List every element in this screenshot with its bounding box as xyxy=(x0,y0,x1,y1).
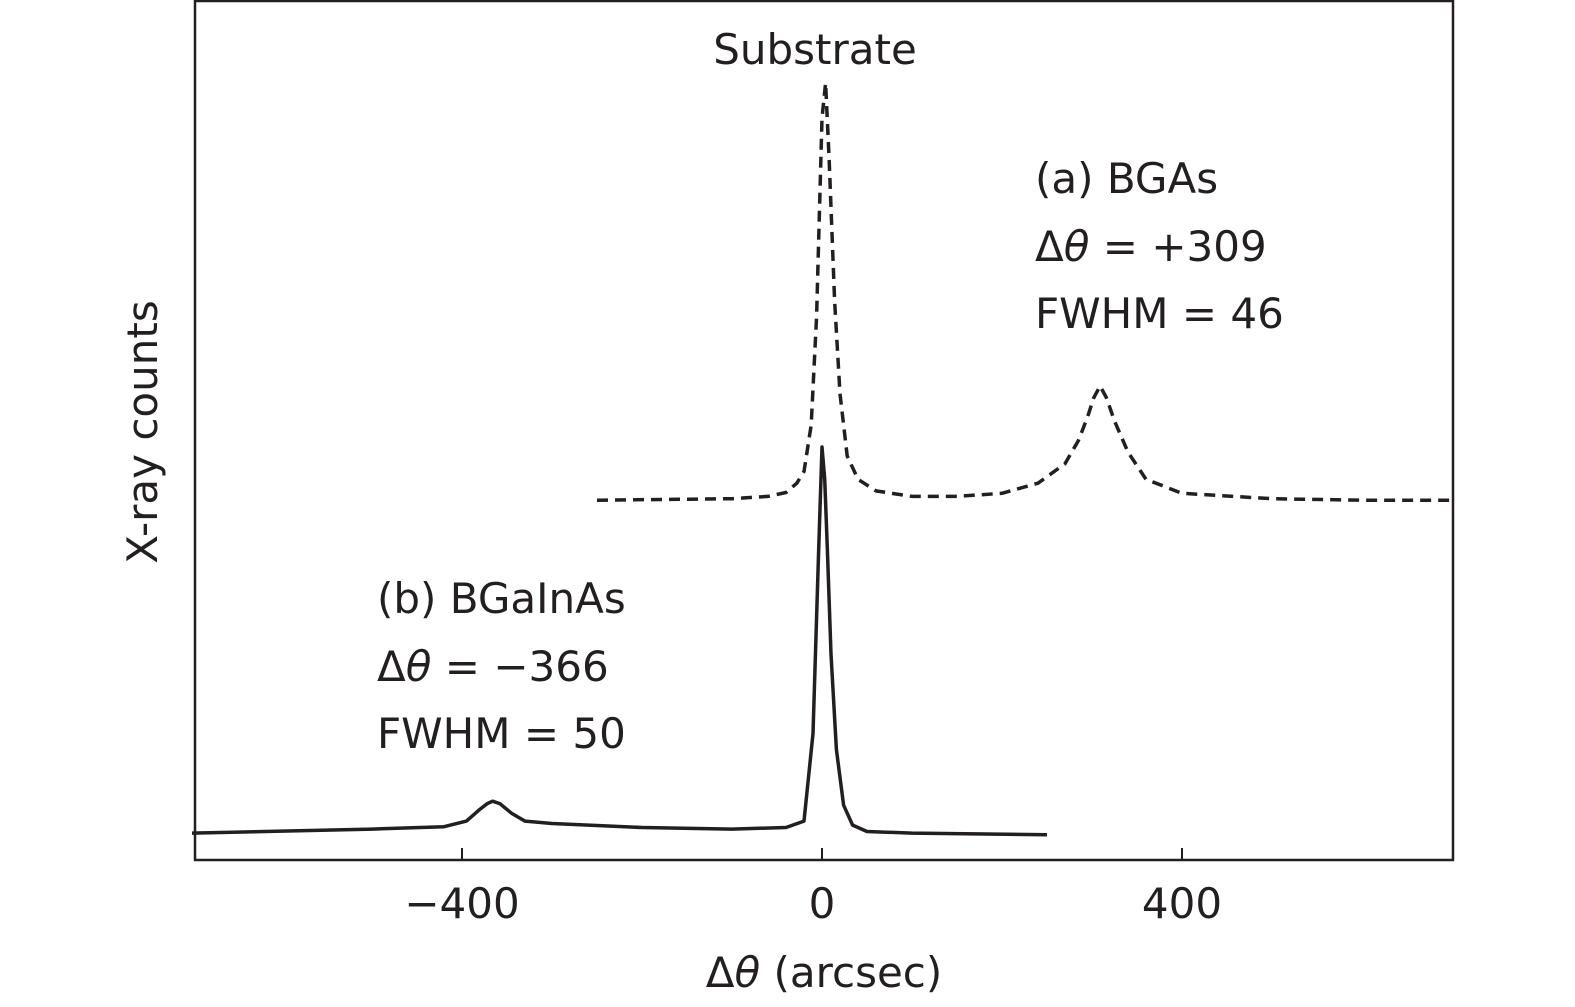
x-axis-label-unit: (arcsec) xyxy=(760,948,942,997)
x-axis-label: Δθ (arcsec) xyxy=(706,948,943,997)
annotation-b-name: (b) BGaInAs xyxy=(377,574,626,623)
annotation-a-delta: Δ xyxy=(1035,222,1064,271)
annotation-b-fwhm: FWHM = 50 xyxy=(377,709,626,758)
series-a-bgas-line xyxy=(596,81,1452,502)
annotation-a-shift: Δθ = +309 xyxy=(1035,222,1267,271)
y-axis-label: X-ray counts xyxy=(118,300,167,563)
x-axis-label-theta: θ xyxy=(734,948,760,997)
x-axis-label-delta: Δ xyxy=(706,948,735,997)
annotation-b-shift: Δθ = −366 xyxy=(377,642,609,691)
x-tick-group: −400 0 400 xyxy=(404,848,1222,928)
annotation-a-shift-value: = +309 xyxy=(1089,222,1266,271)
plot-frame xyxy=(193,0,1455,862)
annotation-b-shift-value: = −366 xyxy=(431,642,608,691)
annotation-b-theta: θ xyxy=(406,642,432,691)
series-group xyxy=(191,81,1452,837)
annotation-a-name: (a) BGAs xyxy=(1035,154,1218,203)
annotation-a-theta: θ xyxy=(1064,222,1090,271)
annotation-a-fwhm: FWHM = 46 xyxy=(1035,289,1284,338)
substrate-label: Substrate xyxy=(713,25,917,74)
x-tick-label: 400 xyxy=(1142,879,1222,928)
x-tick-label: −400 xyxy=(404,879,519,928)
x-tick-label: 0 xyxy=(809,879,836,928)
annotation-b-delta: Δ xyxy=(377,642,406,691)
series-b-bgainas-line xyxy=(191,445,1048,837)
